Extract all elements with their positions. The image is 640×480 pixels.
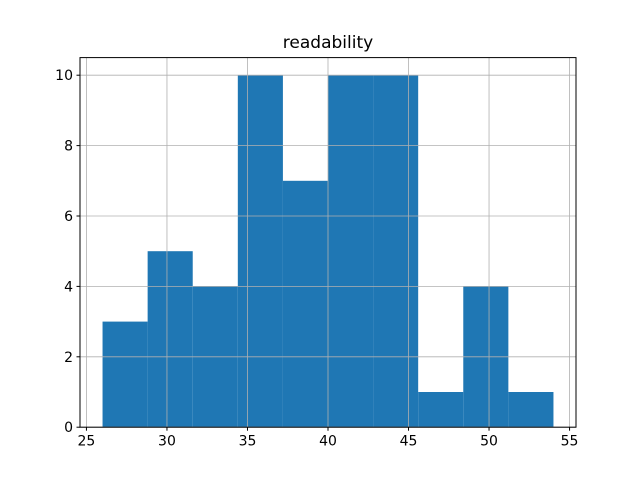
histogram-bar: [508, 392, 554, 428]
y-tick-label: 6: [64, 209, 73, 225]
histogram-bar: [147, 251, 193, 428]
x-tick-label: 50: [480, 434, 498, 450]
histogram-bar: [373, 75, 419, 428]
x-tick-label: 30: [158, 434, 176, 450]
y-tick-label: 4: [64, 279, 73, 295]
histogram-bar: [282, 180, 328, 428]
x-tick-label: 55: [561, 434, 579, 450]
histogram-bar: [418, 392, 464, 428]
histogram-bar: [237, 75, 283, 428]
y-tick-label: 10: [55, 68, 73, 84]
y-tick-label: 0: [64, 420, 73, 436]
y-tick-label: 8: [64, 139, 73, 155]
y-tick-label: 2: [64, 350, 73, 366]
histogram-bar: [328, 75, 374, 428]
x-tick-label: 40: [319, 434, 337, 450]
chart-title: readability: [282, 33, 374, 53]
x-tick-label: 45: [400, 434, 418, 450]
x-tick-label: 25: [78, 434, 96, 450]
histogram-bar: [102, 321, 148, 428]
x-tick-label: 35: [239, 434, 257, 450]
